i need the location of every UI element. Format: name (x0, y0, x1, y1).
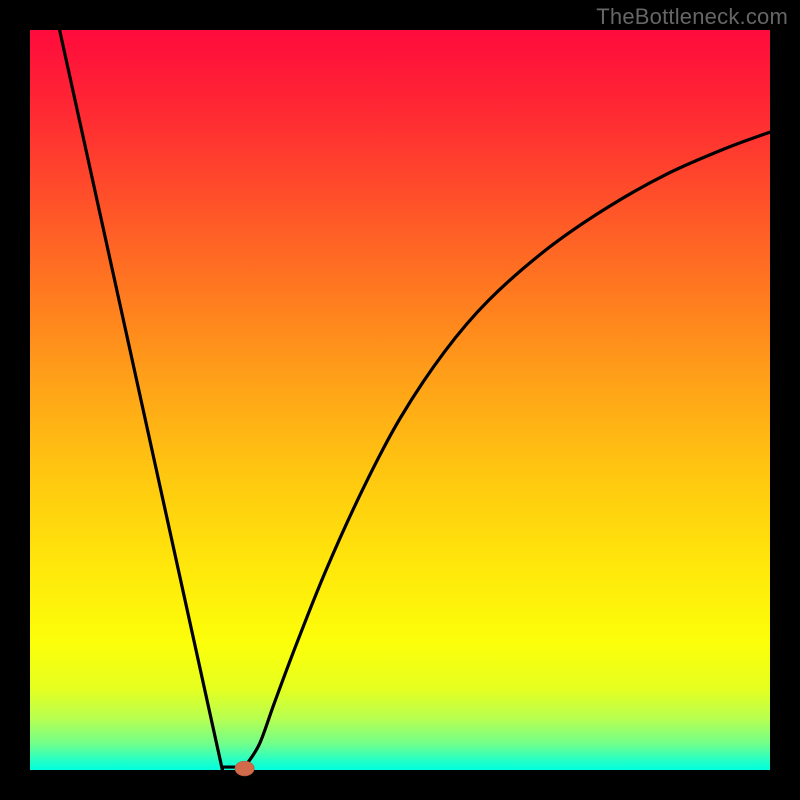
chart-container: TheBottleneck.com (0, 0, 800, 800)
watermark-text: TheBottleneck.com (596, 4, 788, 30)
bottleneck-chart (0, 0, 800, 800)
vertex-marker (235, 761, 254, 776)
